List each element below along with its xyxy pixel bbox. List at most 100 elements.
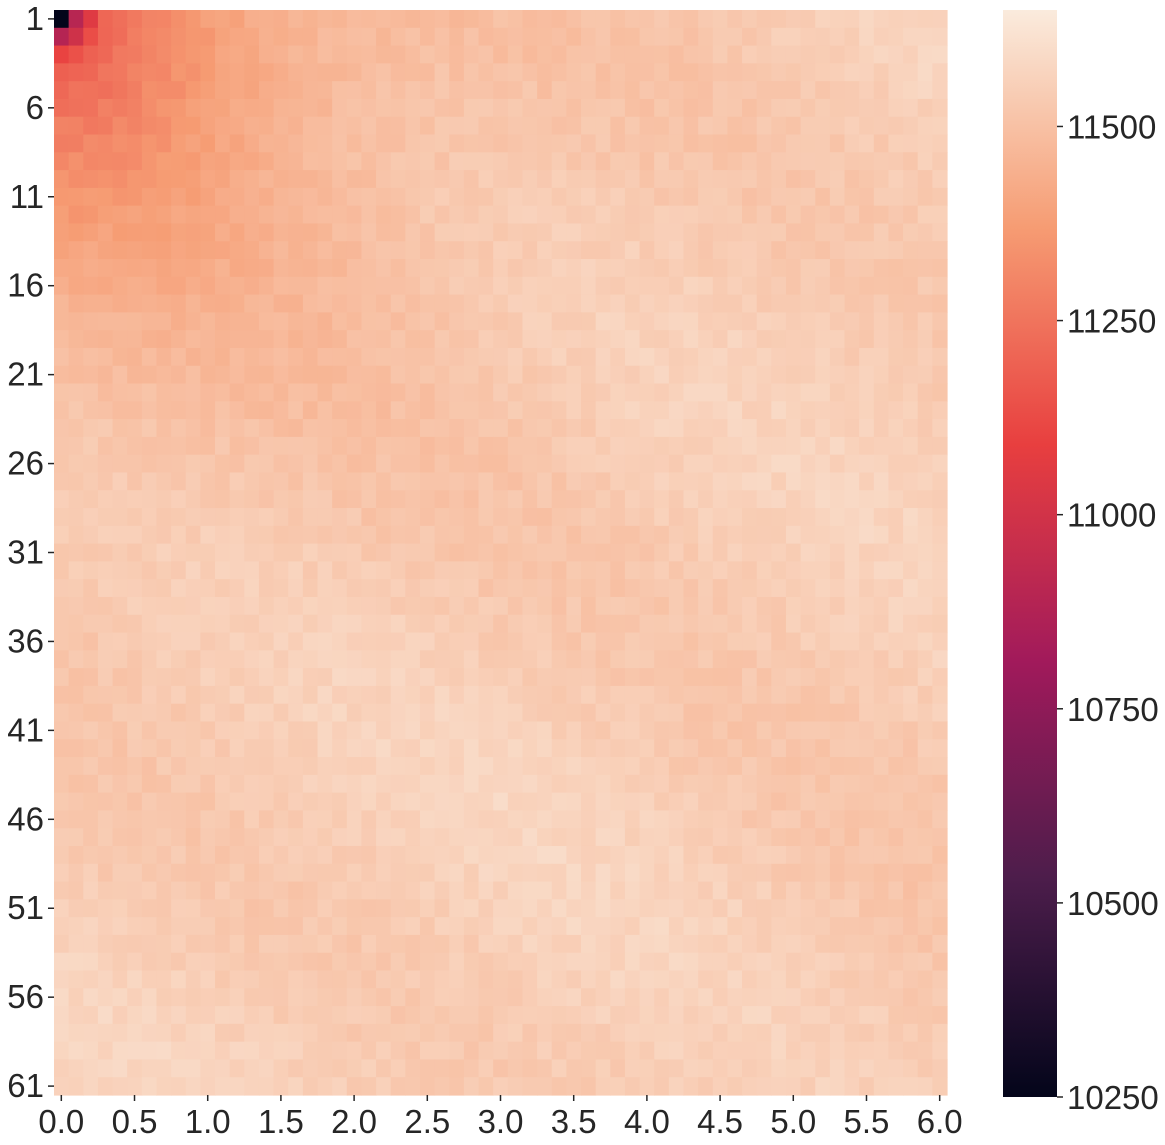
heatmap-cell: [932, 170, 948, 189]
heatmap-cell: [54, 81, 70, 100]
heatmap-cell: [800, 685, 816, 705]
heatmap-cell: [112, 10, 128, 29]
heatmap-cell: [522, 845, 538, 865]
heatmap-cell: [244, 668, 260, 687]
heatmap-cell: [756, 330, 772, 349]
heatmap-cell: [302, 828, 319, 847]
heatmap-cell: [127, 561, 143, 580]
heatmap-cell: [449, 739, 465, 758]
heatmap-cell: [288, 170, 304, 189]
heatmap-cell: [859, 490, 875, 509]
heatmap-cell: [581, 668, 597, 687]
heatmap-cell: [698, 241, 714, 260]
heatmap-cell: [185, 134, 201, 153]
heatmap-cell: [215, 259, 231, 278]
heatmap-cell: [141, 347, 158, 367]
heatmap-cell: [932, 330, 948, 349]
heatmap-cell: [785, 525, 802, 545]
heatmap-cell: [800, 1077, 816, 1096]
heatmap-cell: [478, 45, 494, 64]
heatmap-cell: [493, 1077, 509, 1096]
heatmap-cell: [258, 845, 275, 865]
heatmap-cell: [727, 330, 743, 349]
heatmap-cell: [932, 383, 948, 402]
heatmap-cell: [390, 170, 406, 189]
heatmap-cell: [434, 845, 450, 865]
heatmap-cell: [156, 863, 172, 883]
heatmap-cell: [859, 276, 875, 296]
heatmap-cell: [683, 543, 699, 562]
heatmap-cell: [97, 543, 114, 562]
heatmap-cell: [376, 810, 392, 829]
heatmap-cell: [302, 525, 319, 545]
heatmap-cell: [156, 170, 172, 189]
heatmap-cell: [522, 419, 538, 438]
heatmap-cell: [54, 365, 70, 385]
heatmap-cell: [478, 988, 494, 1007]
heatmap-cell: [903, 952, 919, 972]
heatmap-cell: [288, 454, 304, 474]
heatmap-cell: [244, 116, 260, 136]
heatmap-cell: [171, 365, 187, 385]
heatmap-cell: [785, 934, 802, 954]
heatmap-cell: [727, 739, 743, 758]
heatmap-cell: [815, 10, 831, 29]
heatmap-cell: [668, 490, 685, 509]
heatmap-cell: [449, 10, 465, 29]
heatmap-cell: [917, 134, 933, 153]
heatmap-cell: [112, 116, 128, 136]
heatmap-cell: [68, 187, 84, 207]
heatmap-cell: [815, 703, 831, 723]
heatmap-cell: [463, 1041, 480, 1061]
heatmap-cell: [376, 1041, 392, 1061]
heatmap-cell: [141, 828, 158, 847]
heatmap-cell: [405, 152, 421, 171]
heatmap-cell: [390, 881, 406, 900]
heatmap-cell: [302, 365, 319, 385]
heatmap-cell: [712, 45, 729, 64]
heatmap-cell: [405, 401, 421, 420]
heatmap-cell: [215, 952, 231, 972]
heatmap-cell: [215, 721, 231, 740]
heatmap-cell: [595, 134, 611, 153]
heatmap-cell: [273, 472, 289, 491]
heatmap-cell: [332, 757, 348, 776]
heatmap-cell: [727, 685, 743, 705]
heatmap-cell: [361, 632, 377, 651]
heatmap-cell: [800, 845, 816, 865]
heatmap-cell: [97, 383, 114, 402]
heatmap-cell: [624, 152, 641, 171]
heatmap-cell: [229, 988, 245, 1007]
heatmap-cell: [68, 685, 84, 705]
heatmap-cell: [156, 988, 172, 1007]
heatmap-cell: [698, 472, 714, 491]
heatmap-cell: [68, 134, 84, 153]
heatmap-cell: [229, 365, 245, 385]
heatmap-cell: [873, 223, 890, 242]
heatmap-cell: [727, 917, 743, 936]
heatmap-cell: [551, 472, 567, 491]
heatmap-cell: [683, 703, 699, 723]
heatmap-cell: [200, 721, 216, 740]
heatmap-cell: [624, 757, 641, 776]
heatmap-cell: [141, 632, 158, 651]
heatmap-cell: [449, 970, 465, 989]
heatmap-cell: [566, 596, 582, 616]
heatmap-cell: [229, 454, 245, 474]
heatmap-cell: [873, 116, 890, 136]
heatmap-cell: [434, 98, 450, 118]
heatmap-cell: [624, 543, 641, 562]
heatmap-cell: [97, 436, 114, 456]
heatmap-cell: [742, 792, 758, 812]
heatmap-cell: [141, 899, 158, 918]
heatmap-cell: [200, 1059, 216, 1078]
heatmap-cell: [54, 917, 70, 936]
heatmap-cell: [698, 668, 714, 687]
heatmap-cell: [522, 774, 538, 794]
heatmap-cell: [610, 650, 626, 669]
heatmap-cell: [54, 632, 70, 651]
heatmap-cell: [273, 187, 289, 207]
heatmap-cell: [302, 241, 319, 260]
heatmap-cell: [215, 917, 231, 936]
heatmap-cell: [493, 401, 509, 420]
